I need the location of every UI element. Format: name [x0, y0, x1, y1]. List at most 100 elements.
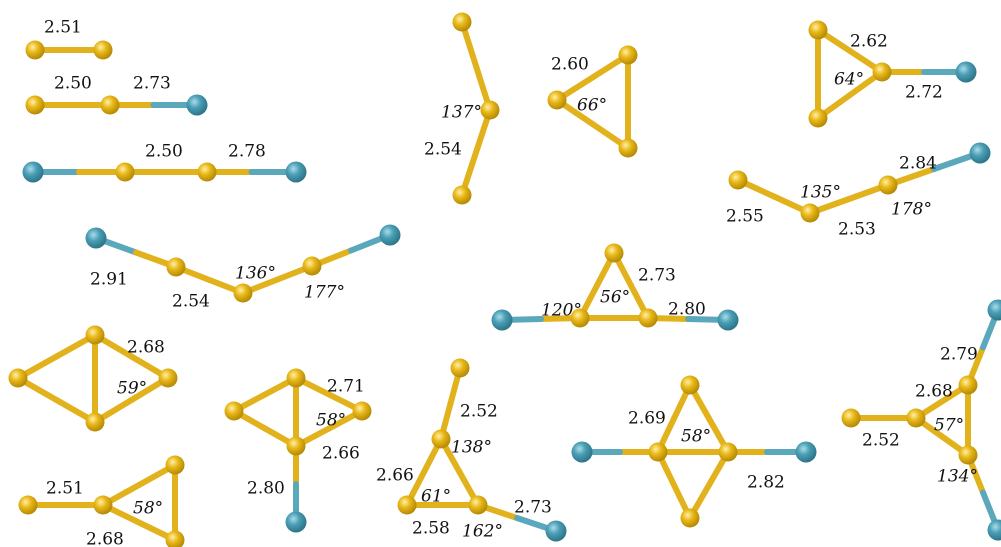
teal-atom [491, 309, 513, 331]
angle-label: 120° [541, 301, 582, 321]
gold-atom [452, 185, 472, 205]
distance-label: 2.50 [54, 74, 92, 94]
triangle-with-tail-capped-atoms [841, 299, 1001, 541]
distance-label: 2.80 [247, 479, 285, 499]
teal-atom [379, 224, 401, 246]
gold-atom [570, 308, 590, 328]
distance-label: 2.84 [899, 154, 937, 174]
gold-atom [286, 436, 306, 456]
gold-atom [618, 45, 638, 65]
gold-atom [165, 530, 185, 547]
distance-label: 2.52 [862, 431, 900, 451]
gold-atom [397, 495, 417, 515]
teal-atom [987, 299, 1001, 321]
rhombus-double-capped-labels: 2.69 58° 2.82 [628, 409, 785, 493]
angle-label: 58° [681, 427, 711, 447]
distance-label: 2.68 [915, 382, 953, 402]
angle-label: 56° [600, 288, 630, 308]
distance-label: 2.68 [86, 530, 124, 547]
angle-label: 58° [316, 411, 346, 431]
gold-atom [618, 138, 638, 158]
bent-trimer-atoms [452, 12, 500, 205]
distance-label: 2.58 [412, 519, 450, 539]
angle-label: 61° [421, 487, 451, 507]
bent-chain-capped-atoms [728, 142, 991, 223]
distance-label: 2.51 [44, 18, 82, 38]
gold-atom [302, 256, 322, 276]
distance-label: 2.68 [127, 338, 165, 358]
bent-chain-capped-labels: 135° 2.84 2.55 2.53 178° [726, 154, 937, 240]
gold-atom [480, 100, 500, 120]
gold-atom [808, 108, 828, 128]
distance-label: 2.53 [838, 220, 876, 240]
bonds-layer [15, 19, 1001, 543]
linear-dimer-atoms [25, 40, 113, 60]
linear-chain-long-labels: 2.50 2.78 [145, 142, 266, 162]
gold-atom [352, 401, 372, 421]
gold-atom [158, 368, 178, 388]
distance-label: 2.54 [424, 140, 462, 160]
gold-atom [878, 175, 898, 195]
distance-label: 2.78 [228, 142, 266, 162]
triangle-labels: 2.60 66° [551, 55, 607, 116]
gold-atom [680, 375, 700, 395]
teal-atom [85, 227, 107, 249]
distance-label: 2.51 [46, 479, 84, 499]
gold-atom [8, 368, 28, 388]
distance-label: 2.50 [145, 142, 183, 162]
rhombus-double-capped-bonds [579, 382, 809, 521]
linear-trimer-capped-labels: 2.50 2.73 [54, 74, 171, 94]
distance-label: 2.52 [460, 402, 498, 422]
bent-chain-double-capped-labels: 136° 2.91 2.54 177° [90, 264, 345, 312]
labels-layer: 2.51 2.50 2.73 2.50 2.78 137° 2.54 2.60 66° 2.62 6… [44, 18, 978, 547]
gold-atom [452, 12, 472, 32]
angle-label: 137° [441, 103, 482, 123]
distance-label: 2.69 [628, 409, 666, 429]
angle-label: 66° [577, 96, 607, 116]
gold-atom [233, 283, 253, 303]
triangle-trimer-capped-labels: 2.52 138° 2.66 61° 2.73 2.58 162° [376, 402, 552, 542]
distance-label: 2.62 [850, 32, 888, 52]
triangle-double-capped-labels: 2.73 120° 56° 2.80 [541, 266, 706, 321]
distance-label: 2.72 [905, 83, 943, 103]
teal-atom [987, 519, 1001, 541]
angle-label: 135° [800, 183, 841, 203]
distance-label: 2.73 [133, 74, 171, 94]
distance-label: 2.71 [327, 377, 365, 397]
distance-label: 2.66 [376, 466, 414, 486]
teal-atom [22, 161, 44, 183]
distance-label: 2.91 [90, 270, 128, 290]
gold-atom [468, 495, 488, 515]
gold-atom [18, 495, 38, 515]
angle-label: 178° [891, 200, 932, 220]
angle-label: 59° [117, 379, 147, 399]
distance-label: 2.80 [668, 300, 706, 320]
triangle-double-capped-atoms [491, 243, 739, 331]
teal-atom [571, 441, 593, 463]
distance-label: 2.73 [638, 266, 676, 286]
gold-atom [906, 408, 926, 428]
gold-atom [604, 243, 624, 263]
gold-atom [680, 508, 700, 528]
bent-chain-capped-bonds [735, 150, 983, 216]
rhombus-tetramer-atoms [8, 325, 178, 432]
gold-atom [165, 455, 185, 475]
gold-atom [728, 170, 748, 190]
triangle-capped-labels: 2.62 64° 2.72 [834, 32, 943, 103]
distance-label: 2.66 [322, 444, 360, 464]
rhombus-capped-atoms [224, 368, 372, 533]
angle-label: 177° [304, 283, 345, 303]
gold-atom [25, 40, 45, 60]
teal-atom [545, 520, 567, 542]
gold-atom [166, 257, 186, 277]
gold-atom [547, 90, 567, 110]
distance-label: 2.79 [940, 345, 978, 365]
distance-label: 2.82 [747, 473, 785, 493]
teal-atom [795, 441, 817, 463]
gold-atom [85, 325, 105, 345]
triangle-single-capped-labels: 2.51 58° 2.68 [46, 479, 163, 547]
gold-atom [808, 20, 828, 40]
gold-atom [718, 442, 738, 462]
rhombus-double-capped-atoms [571, 375, 817, 528]
gold-atom [115, 162, 135, 182]
